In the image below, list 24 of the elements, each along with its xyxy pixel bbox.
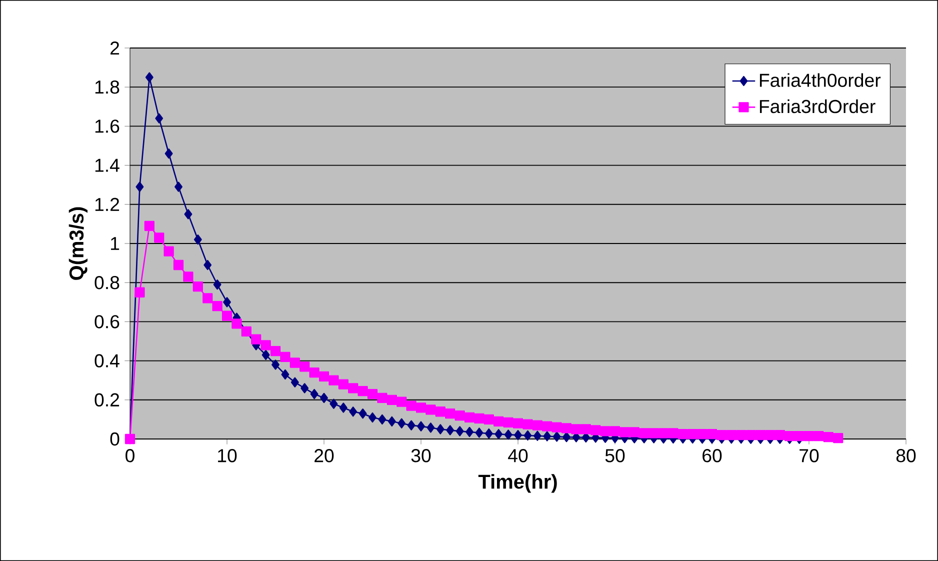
x-tick-label: 80 (896, 449, 916, 462)
x-axis-title: Time(hr) (478, 474, 557, 493)
x-tick-label: 70 (800, 449, 819, 462)
x-tick-label: 10 (218, 449, 237, 462)
y-tick-label: 1.8 (95, 80, 120, 94)
x-tick-label: 40 (508, 449, 528, 462)
x-tick-label: 0 (126, 449, 134, 462)
x-tick-label: 50 (605, 449, 625, 462)
y-tick-label: 1 (111, 237, 120, 250)
y-tick-label: 1.6 (95, 120, 120, 133)
x-tick-label: 20 (314, 449, 334, 462)
y-tick-label: 0 (110, 432, 120, 446)
y-tick-label: 1.2 (95, 198, 120, 211)
x-tick-label: 60 (702, 449, 722, 462)
y-tick-label: 0.2 (94, 393, 120, 407)
y-tick-label: 1.4 (95, 158, 120, 172)
y-tick-label: 2 (110, 41, 120, 55)
y-axis-title: Q(m3/s) (68, 207, 88, 280)
y-tick-label: 0.4 (94, 354, 120, 368)
y-tick-label: 0.8 (94, 276, 120, 290)
legend-label: Faria4th0order (760, 73, 881, 87)
legend-label: Faria3rdOrder (760, 99, 876, 114)
y-tick-label: 0.6 (94, 315, 120, 328)
x-tick-label: 30 (411, 449, 431, 462)
